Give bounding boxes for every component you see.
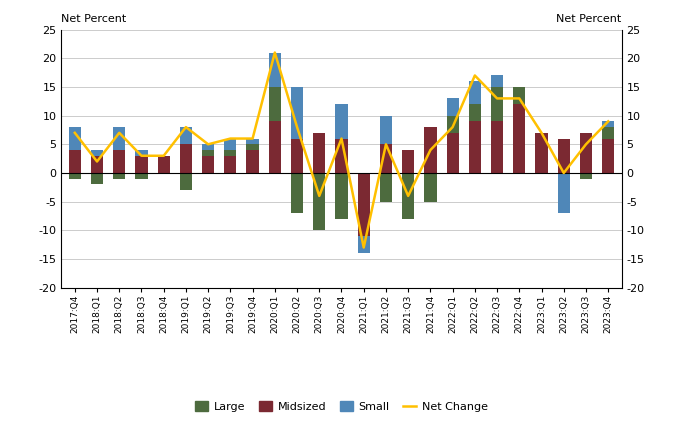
Bar [447,115,459,133]
Bar [447,133,459,173]
Bar [247,150,259,173]
Bar [602,139,614,173]
Text: Net Percent: Net Percent [556,14,622,25]
Bar [402,150,415,173]
Bar [580,173,592,179]
Bar [535,133,548,173]
Bar [268,87,281,121]
Bar [180,127,192,144]
Bar [202,144,214,150]
Bar [380,144,392,173]
Bar [491,87,503,121]
Bar [291,87,303,139]
Bar [69,173,81,179]
Bar [424,173,436,202]
Bar [358,173,370,236]
Bar [69,150,81,173]
Bar [447,99,459,115]
Bar [335,104,348,139]
Bar [113,150,126,173]
Legend: Large, Midsized, Small, Net Change: Large, Midsized, Small, Net Change [191,397,492,416]
Bar [491,75,503,87]
Bar [291,173,303,213]
Bar [268,121,281,173]
Bar [313,173,325,230]
Bar [335,173,348,219]
Bar [224,156,236,173]
Bar [69,127,81,150]
Bar [580,133,592,173]
Text: Net Percent: Net Percent [61,14,127,25]
Bar [557,139,570,173]
Bar [135,150,148,156]
Bar [113,173,126,179]
Bar [135,156,148,173]
Bar [91,173,103,184]
Bar [291,139,303,173]
Bar [469,104,481,121]
Bar [224,150,236,156]
Bar [602,121,614,127]
Bar [602,127,614,139]
Bar [247,144,259,150]
Bar [469,121,481,173]
Bar [469,81,481,104]
Bar [91,156,103,173]
Bar [557,173,570,213]
Bar [135,173,148,179]
Bar [491,121,503,173]
Bar [224,139,236,150]
Bar [91,150,103,156]
Bar [380,115,392,144]
Bar [113,127,126,150]
Bar [202,150,214,156]
Bar [158,156,170,173]
Bar [247,139,259,144]
Bar [268,52,281,87]
Bar [180,173,192,190]
Bar [202,156,214,173]
Bar [402,173,415,219]
Bar [313,133,325,173]
Bar [358,236,370,253]
Bar [180,144,192,173]
Bar [335,139,348,173]
Bar [513,104,525,173]
Bar [424,127,436,173]
Bar [513,87,525,104]
Bar [380,173,392,202]
